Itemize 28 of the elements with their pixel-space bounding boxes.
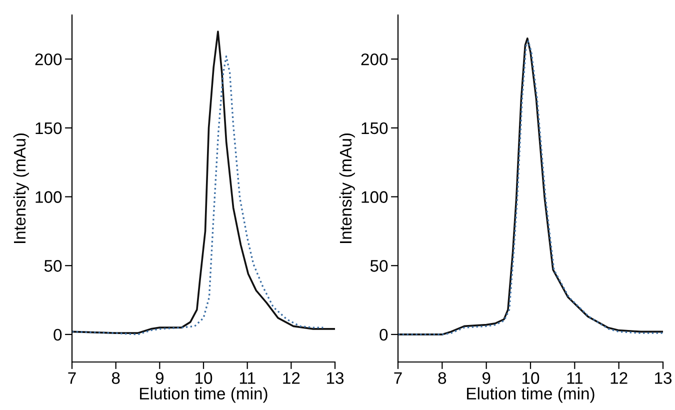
y-tick-label: 0 xyxy=(380,328,388,341)
x-tick-label: 10 xyxy=(196,372,212,384)
x-tick-label: 10 xyxy=(522,372,540,384)
x-tick-label: 13 xyxy=(327,372,344,384)
y-tick-label: 200 xyxy=(361,53,388,66)
y-tick-label: 50 xyxy=(44,260,62,272)
x-tick-label: 12 xyxy=(610,372,628,384)
y-tick-label: 50 xyxy=(370,260,388,272)
y-tick-label: 100 xyxy=(362,191,388,203)
x-axis-title: Elution time (min) xyxy=(467,387,594,403)
y-tick-label: 100 xyxy=(36,191,62,203)
x-tick-label: 8 xyxy=(438,372,446,384)
x-tick-label: 11 xyxy=(240,372,256,384)
x-tick-label: 7 xyxy=(394,372,402,384)
y-tick-label: 0 xyxy=(54,328,62,341)
x-tick-label: 9 xyxy=(482,372,490,384)
x-tick-label: 11 xyxy=(567,372,583,384)
y-axis-title: Intensity (mAu) xyxy=(339,133,355,243)
x-tick-label: 8 xyxy=(112,372,120,384)
y-tick-label: 150 xyxy=(36,122,62,134)
x-tick-label: 13 xyxy=(655,372,672,384)
x-tick-label: 9 xyxy=(156,372,164,384)
y-axis-title: Intensity (mAu) xyxy=(13,133,29,243)
y-tick-label: 150 xyxy=(362,122,388,134)
y-tick-label: 200 xyxy=(35,53,62,66)
x-axis-title: Elution time (min) xyxy=(140,387,268,403)
x-tick-label: 7 xyxy=(68,372,76,384)
x-tick-label: 12 xyxy=(283,372,300,384)
